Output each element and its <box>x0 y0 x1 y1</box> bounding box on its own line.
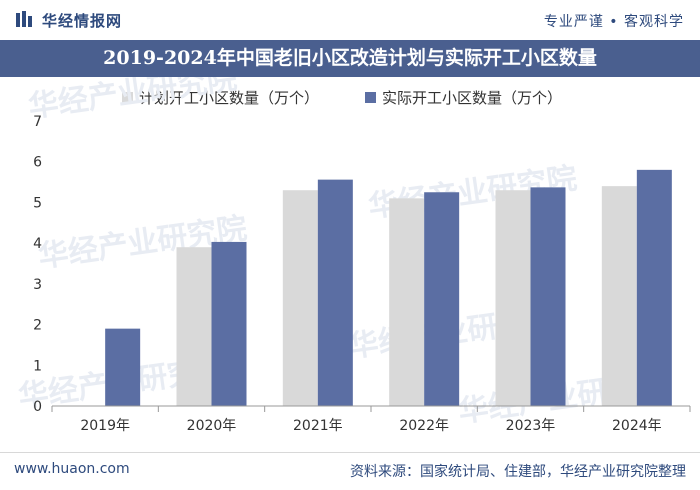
brand-logo-icon <box>16 11 32 27</box>
footer: www.huaon.com 资料来源：国家统计局、住建部，华经产业研究院整理 <box>0 452 700 490</box>
bar-actual <box>211 241 247 406</box>
legend-label-actual: 实际开工小区数量（万个） <box>382 89 563 107</box>
x-tick-label: 2019年 <box>80 418 130 434</box>
chart-legend: 计划开工小区数量（万个） 实际开工小区数量（万个） <box>0 85 700 109</box>
bar-planned <box>601 186 637 406</box>
y-tick-label: 3 <box>33 277 42 293</box>
chart-title: 2019-2024年中国老旧小区改造计划与实际开工小区数量 <box>0 40 700 77</box>
watermark-text: 华经产业研究院 <box>26 77 239 125</box>
bar-actual <box>530 187 566 406</box>
legend-item-actual: 实际开工小区数量（万个） <box>365 87 562 108</box>
bar-planned <box>282 190 318 406</box>
legend-swatch-actual <box>365 92 376 103</box>
x-tick-label: 2022年 <box>399 418 449 434</box>
bars <box>105 169 672 406</box>
y-tick-label: 0 <box>33 399 42 415</box>
brand-name: 华经情报网 <box>42 11 123 30</box>
x-tick-label: 2024年 <box>612 418 662 434</box>
bar-actual <box>636 169 672 406</box>
y-tick-label: 1 <box>33 358 42 374</box>
slogan: 专业严谨 • 客观科学 <box>543 14 684 30</box>
brand[interactable]: 华经情报网 <box>14 9 122 31</box>
x-axis: 2019年 2020年 2021年 2022年 2023年 2024年 <box>51 405 691 434</box>
y-tick-label: 6 <box>33 155 42 171</box>
footer-source: 资料来源：国家统计局、住建部，华经产业研究院整理 <box>350 464 686 480</box>
bar-planned <box>495 190 531 406</box>
legend-item-planned: 计划开工小区数量（万个） <box>122 87 319 108</box>
legend-label-planned: 计划开工小区数量（万个） <box>139 89 320 107</box>
x-tick-label: 2020年 <box>187 418 237 434</box>
y-tick-label: 4 <box>33 236 42 252</box>
bar-planned <box>176 247 212 406</box>
bar-actual <box>424 192 460 406</box>
legend-swatch-planned <box>122 92 133 103</box>
bar-actual <box>317 179 353 406</box>
x-tick-label: 2023年 <box>506 418 556 434</box>
bar-planned <box>389 198 425 406</box>
top-bar: 华经情报网 专业严谨 • 客观科学 <box>0 0 700 40</box>
y-tick-label: 7 <box>33 114 42 130</box>
bar-actual <box>105 328 141 406</box>
y-axis: 0 1 2 3 4 5 6 7 <box>33 114 42 415</box>
footer-url[interactable]: www.huaon.com <box>14 461 130 477</box>
bar-chart: 华经产业研究院华经产业研究院华经产业研究院华经产业研究院华经产业研究院华经产业研… <box>16 77 691 434</box>
y-tick-label: 2 <box>33 318 42 334</box>
x-tick-label: 2021年 <box>293 418 343 434</box>
y-tick-label: 5 <box>33 195 42 211</box>
